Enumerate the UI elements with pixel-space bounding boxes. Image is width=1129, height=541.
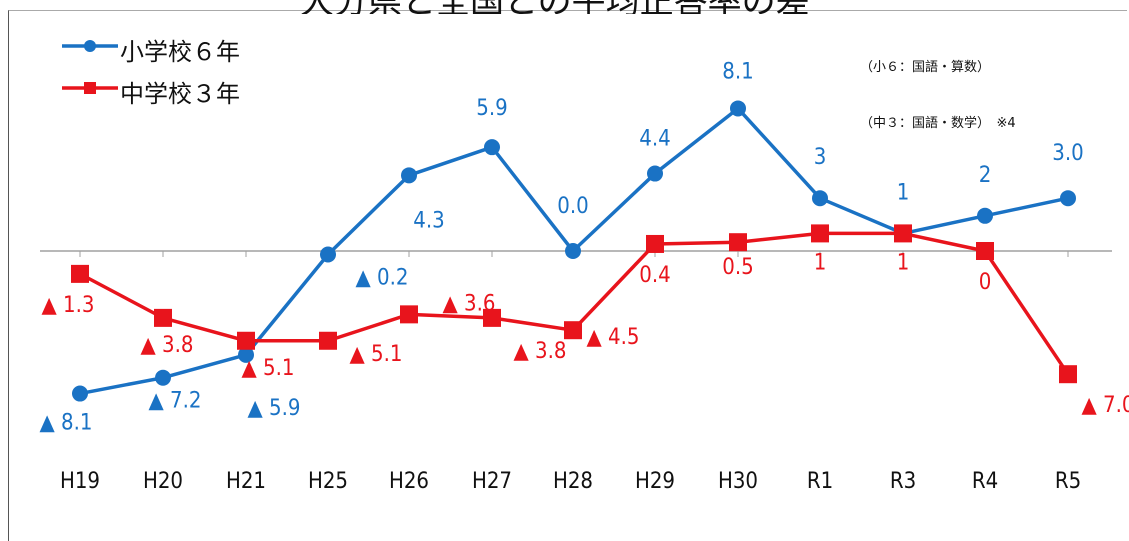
x-tick-label: H26 <box>389 469 429 494</box>
data-label-elementary: 4.3 <box>413 208 444 233</box>
data-point-junior <box>729 233 747 252</box>
note-elementary-subjects: （小６：国語・算数） <box>860 60 991 75</box>
data-label-junior: 0.5 <box>722 255 753 280</box>
x-tick-label: H28 <box>553 469 593 494</box>
data-point-elementary <box>730 100 746 117</box>
chart-title: 大分県と全国との平均正答率の差 <box>300 0 820 14</box>
data-point-elementary <box>72 385 88 402</box>
data-label-elementary: 8.1 <box>722 59 753 84</box>
note-junior-subjects: （中３：国語・数学） ※4 <box>860 116 1016 131</box>
data-point-elementary <box>565 243 581 259</box>
legend-marker-elementary <box>84 40 96 52</box>
data-label-elementary: ▲ 0.2 <box>356 266 409 291</box>
x-tick-label: H20 <box>143 469 183 494</box>
x-tick-label: R4 <box>972 469 998 494</box>
x-tick-label: H27 <box>472 469 512 494</box>
x-tick-label: R1 <box>807 469 833 494</box>
data-point-elementary <box>320 246 336 263</box>
data-point-junior <box>154 308 172 327</box>
data-point-elementary <box>647 165 663 182</box>
x-tick-label: R5 <box>1055 469 1081 494</box>
data-point-junior <box>894 224 912 243</box>
data-point-junior <box>71 264 89 283</box>
data-point-junior <box>1059 365 1077 384</box>
data-point-elementary <box>977 207 993 224</box>
data-label-elementary: 4.4 <box>639 127 670 152</box>
data-label-elementary: ▲ 5.9 <box>248 396 301 421</box>
data-point-elementary <box>155 369 171 386</box>
data-point-elementary <box>401 167 417 184</box>
data-label-junior: ▲ 3.8 <box>514 339 567 364</box>
data-label-elementary: 2 <box>979 163 992 188</box>
data-point-elementary <box>1060 190 1076 207</box>
data-point-elementary <box>238 346 254 363</box>
data-label-junior: ▲ 1.3 <box>42 293 95 318</box>
data-label-elementary: ▲ 7.2 <box>149 389 202 414</box>
data-point-junior <box>400 305 418 324</box>
data-point-elementary <box>812 190 828 207</box>
data-point-junior <box>811 224 829 243</box>
data-point-junior <box>646 234 664 253</box>
data-label-elementary: ▲ 8.1 <box>40 411 93 436</box>
legend-label-junior: 中学校３年 <box>120 80 240 108</box>
data-label-junior: ▲ 3.8 <box>141 333 194 358</box>
x-tick-label: R3 <box>890 469 916 494</box>
data-label-junior: 0 <box>979 270 992 295</box>
data-point-junior <box>564 321 582 340</box>
data-label-junior: 0.4 <box>639 263 670 288</box>
data-label-junior: ▲ 5.1 <box>350 342 403 367</box>
chart-border <box>8 10 1127 541</box>
x-tick-label: H25 <box>308 469 348 494</box>
data-point-junior <box>237 331 255 350</box>
data-label-junior: ▲ 5.1 <box>242 356 295 381</box>
data-label-junior: ▲ 4.5 <box>587 325 640 350</box>
data-label-elementary: 5.9 <box>476 96 507 121</box>
data-label-elementary: 1 <box>897 180 910 205</box>
data-point-junior <box>976 242 994 260</box>
data-label-junior: ▲ 7.0 <box>1082 393 1129 418</box>
x-tick-label: H19 <box>60 469 100 494</box>
data-label-junior: 1 <box>897 250 910 275</box>
x-tick-label: H21 <box>226 469 266 494</box>
x-tick-label: H29 <box>635 469 675 494</box>
data-point-junior <box>483 308 501 327</box>
data-label-elementary: 3 <box>814 145 827 170</box>
data-point-elementary <box>484 139 500 156</box>
data-label-elementary: 0.0 <box>557 194 588 219</box>
x-tick-label: H30 <box>718 469 758 494</box>
data-label-elementary: 3.0 <box>1052 141 1083 166</box>
data-label-junior: 1 <box>814 250 827 275</box>
legend-label-elementary: 小学校６年 <box>120 38 240 66</box>
data-point-junior <box>319 331 337 350</box>
legend-marker-junior <box>84 82 96 94</box>
